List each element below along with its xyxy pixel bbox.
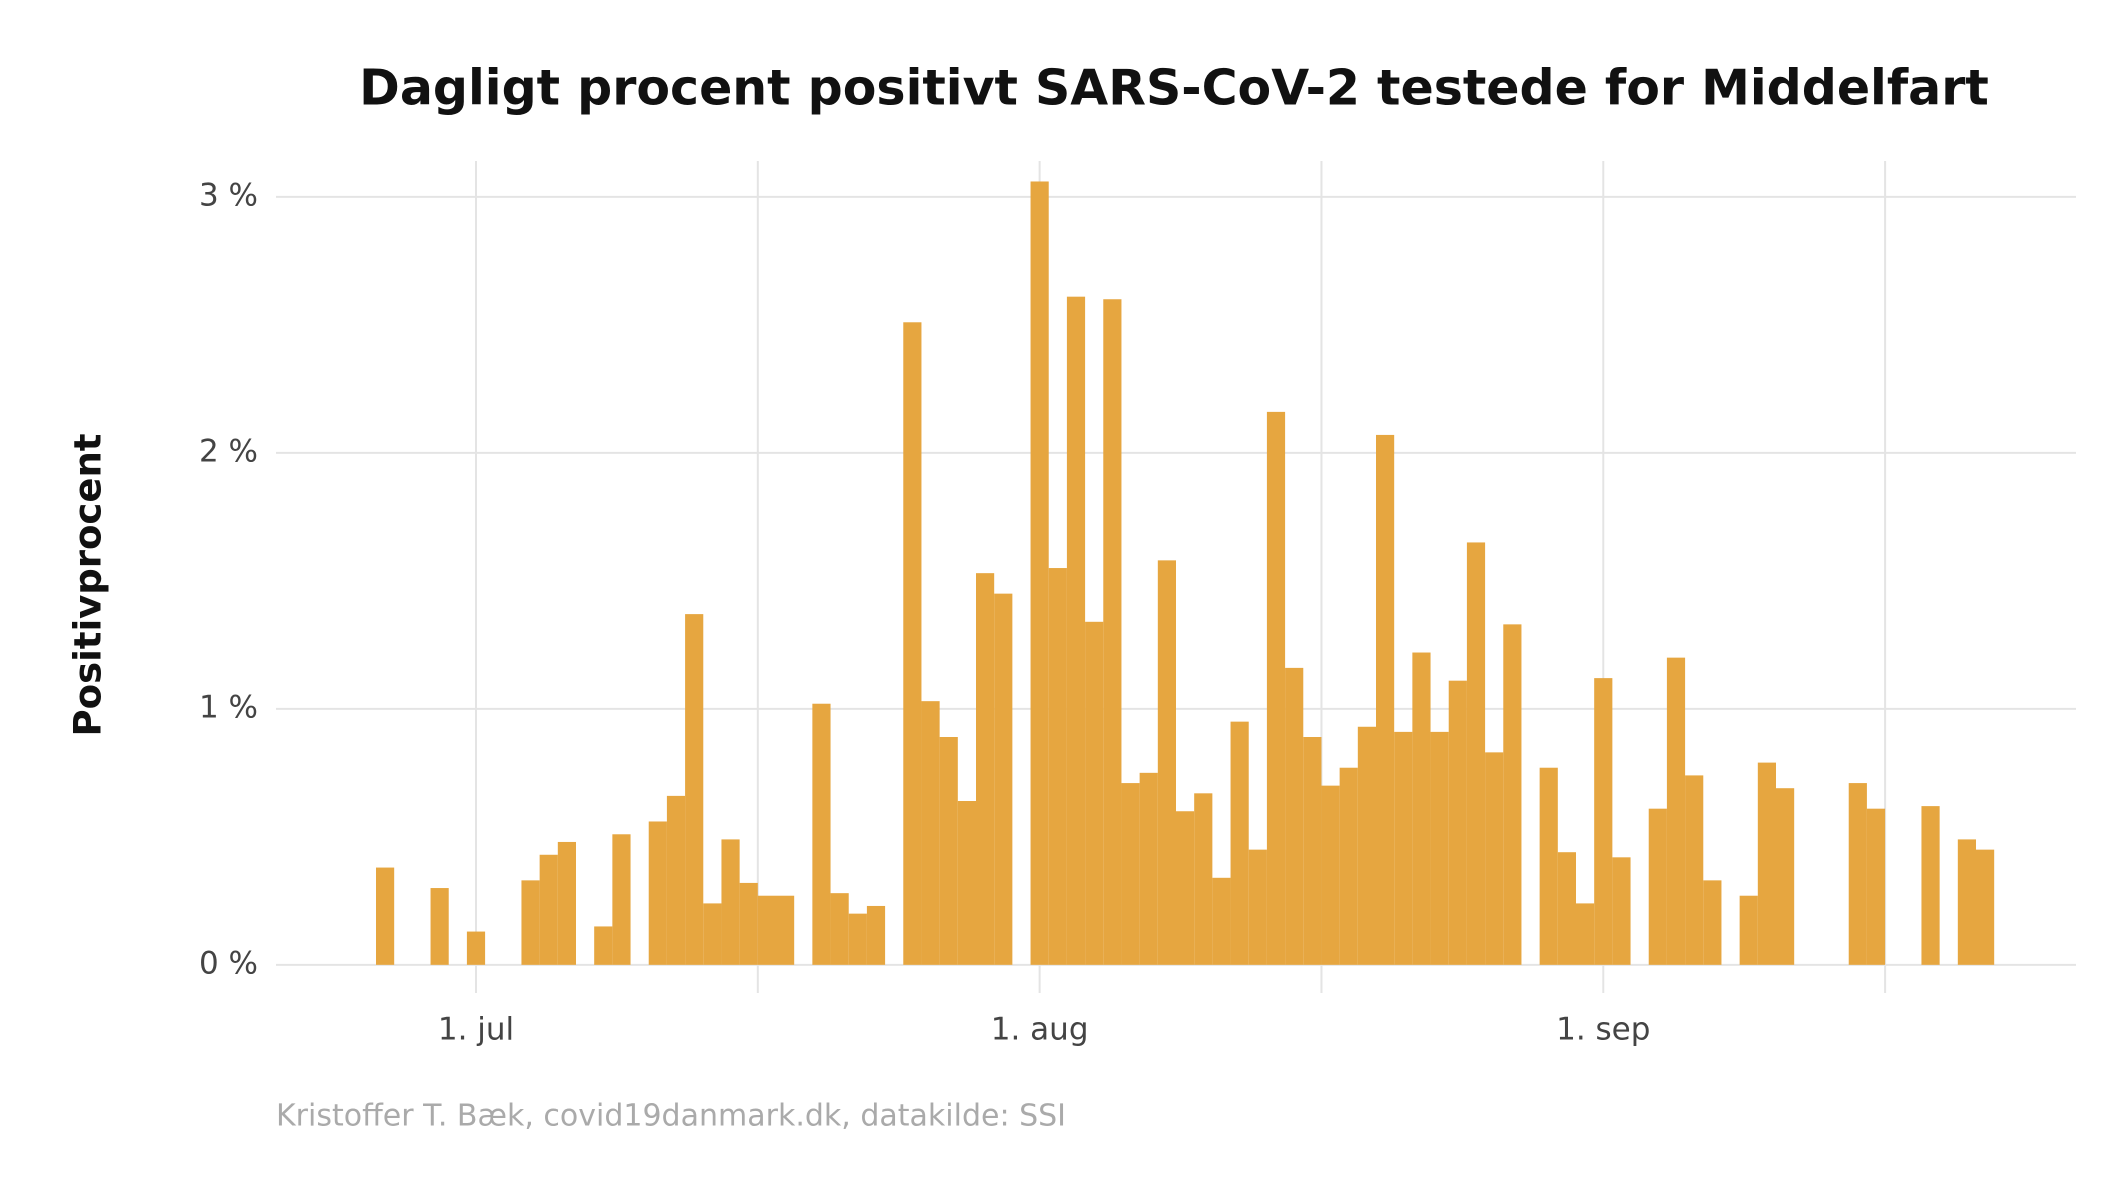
bar xyxy=(957,801,976,965)
bar xyxy=(1212,877,1231,965)
bar xyxy=(1230,721,1249,965)
bar xyxy=(939,737,958,965)
bar xyxy=(1285,667,1304,965)
bar xyxy=(1666,657,1686,965)
bar xyxy=(539,854,558,965)
bar xyxy=(1976,849,1995,965)
bar xyxy=(1703,880,1722,965)
bar xyxy=(1048,568,1067,965)
bar xyxy=(376,867,395,965)
bar xyxy=(430,888,449,965)
bar xyxy=(976,573,995,965)
bar xyxy=(1557,852,1576,965)
y-axis-label: Positivprocent xyxy=(67,434,110,737)
bar xyxy=(1394,731,1413,965)
bar xyxy=(1157,560,1176,965)
bar xyxy=(1448,680,1467,965)
bar xyxy=(1485,752,1504,965)
bar xyxy=(921,701,940,965)
bar xyxy=(994,593,1013,965)
bar xyxy=(1503,624,1522,965)
bar xyxy=(1648,808,1667,965)
y-tick-label: 2 % xyxy=(199,433,258,469)
bar xyxy=(1757,762,1776,965)
bar xyxy=(830,893,849,965)
bar xyxy=(1066,296,1086,965)
bar xyxy=(1121,783,1140,965)
bar xyxy=(648,821,667,965)
bar xyxy=(866,905,886,965)
bar xyxy=(1466,542,1486,965)
bar xyxy=(1194,793,1213,965)
bar xyxy=(1776,788,1795,965)
bar xyxy=(1085,621,1104,965)
bar xyxy=(1030,181,1049,965)
bar xyxy=(1430,731,1449,965)
bar xyxy=(1357,726,1376,965)
y-tick-label: 0 % xyxy=(199,945,258,981)
bar xyxy=(1866,808,1886,965)
bar xyxy=(612,834,631,965)
bar xyxy=(1103,299,1122,965)
bar xyxy=(666,795,686,965)
bar xyxy=(848,913,867,965)
x-tick-label: 1. jul xyxy=(438,1012,514,1048)
bar xyxy=(903,322,922,965)
bar xyxy=(1739,895,1758,965)
bar xyxy=(703,903,722,965)
bar xyxy=(812,703,831,965)
x-tick-label: 1. sep xyxy=(1556,1012,1650,1048)
x-tick-label: 1. aug xyxy=(991,1012,1089,1048)
bar xyxy=(1248,849,1267,965)
bar xyxy=(1266,411,1286,965)
caption: Kristoffer T. Bæk, covid19danmark.dk, da… xyxy=(276,1099,1066,1134)
bar xyxy=(1176,811,1195,965)
bar xyxy=(739,882,758,965)
bar xyxy=(466,931,486,965)
bar xyxy=(521,880,540,965)
bar xyxy=(1685,775,1704,965)
bar xyxy=(1576,903,1595,965)
bar xyxy=(1848,783,1867,965)
bar xyxy=(1376,434,1395,965)
bar xyxy=(776,895,795,965)
bar xyxy=(557,841,576,965)
bar xyxy=(1303,737,1322,965)
bar xyxy=(1539,767,1558,965)
bar xyxy=(1412,652,1431,965)
y-tick-label: 1 % xyxy=(199,689,258,725)
chart-title: Dagligt procent positivt SARS-CoV-2 test… xyxy=(359,60,1989,117)
bar xyxy=(1957,839,1976,965)
bar xyxy=(757,895,776,965)
bar xyxy=(1339,767,1358,965)
y-tick-label: 3 % xyxy=(199,177,258,213)
bar xyxy=(1321,785,1340,965)
bar xyxy=(1612,857,1631,965)
bar xyxy=(721,839,740,965)
bar xyxy=(1921,806,1940,965)
bar xyxy=(685,614,704,965)
bar xyxy=(1594,678,1613,965)
bar xyxy=(594,926,613,965)
bar xyxy=(1139,772,1158,965)
